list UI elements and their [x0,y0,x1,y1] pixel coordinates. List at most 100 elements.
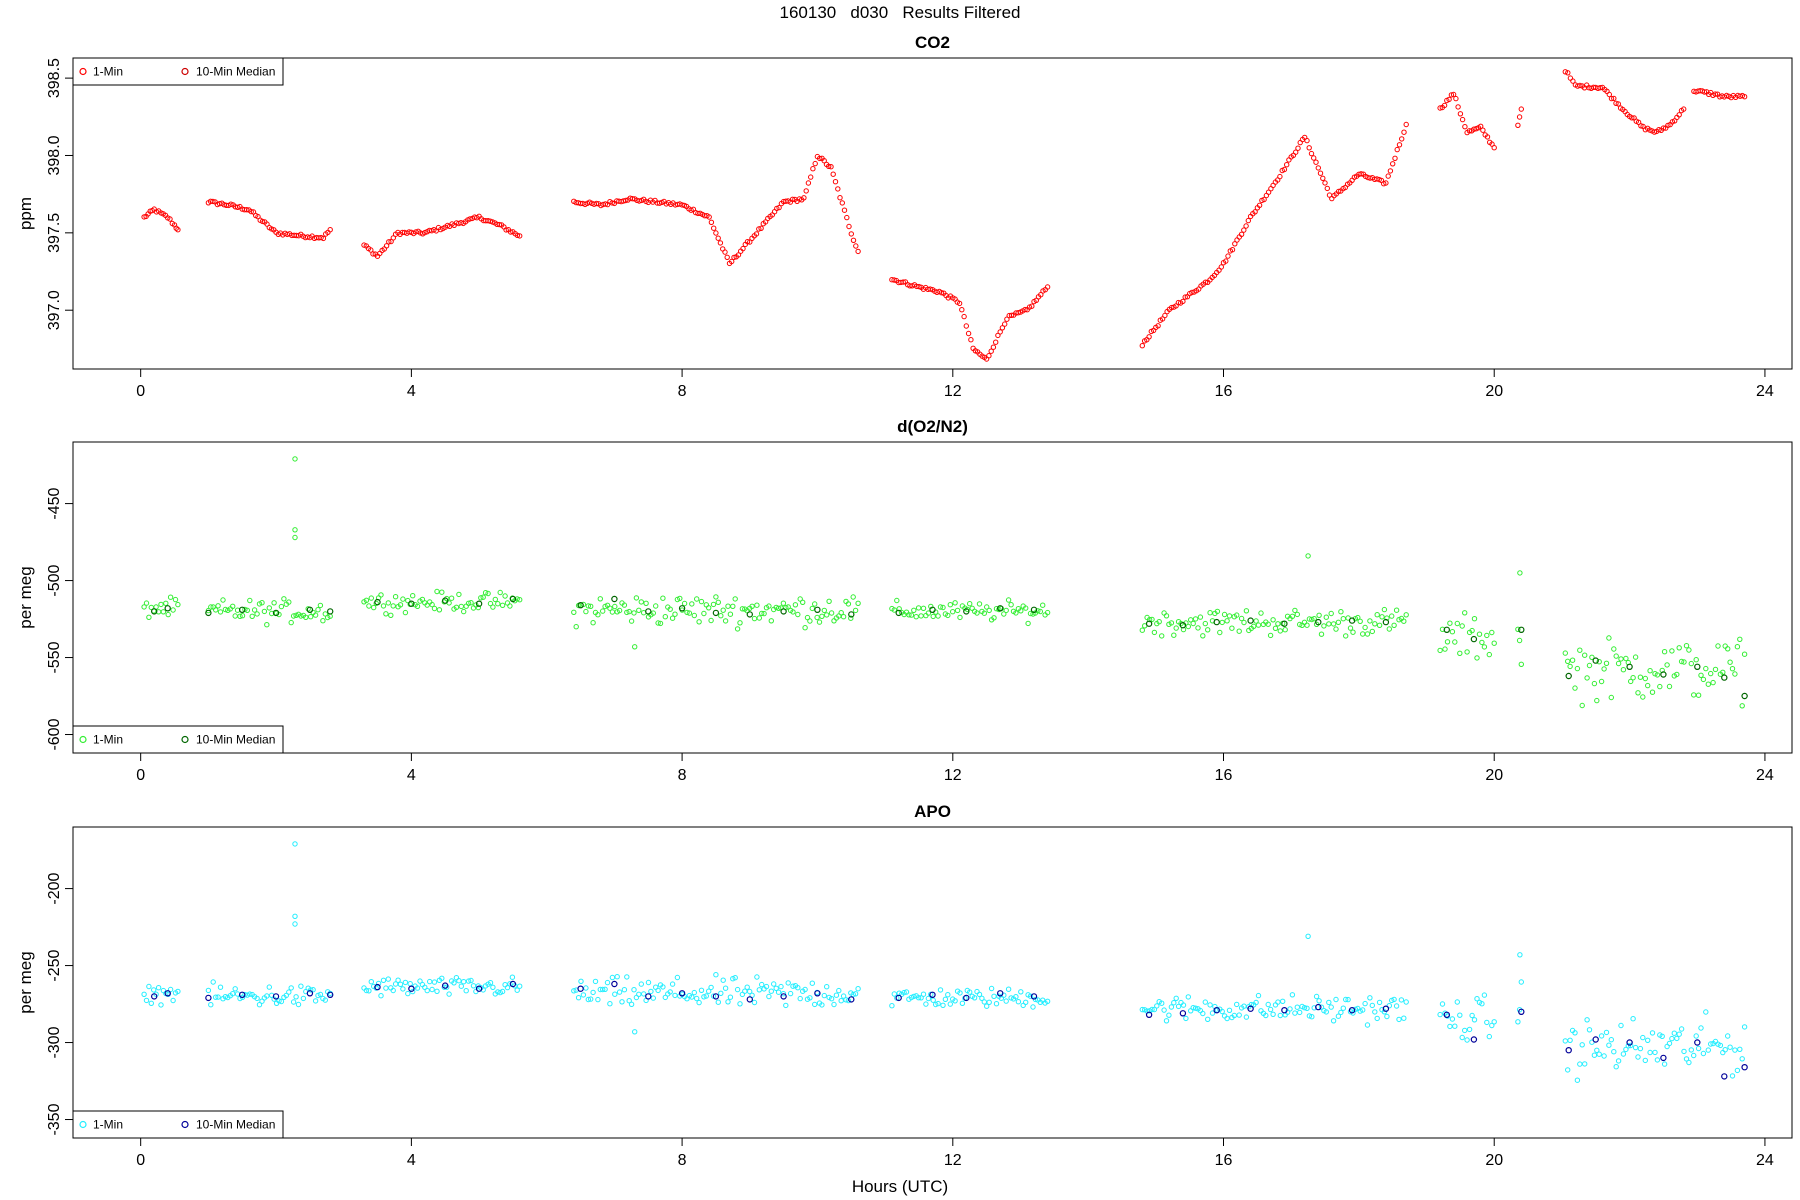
data-point [1018,989,1024,995]
data-point [1309,1014,1315,1020]
data-point [814,614,820,621]
data-point [1161,610,1167,616]
data-point [215,603,221,609]
data-point [442,982,449,989]
data-point [254,995,260,1002]
data-point [308,987,314,993]
data-point [855,248,861,255]
data-point [981,610,987,616]
data-point [1611,1049,1617,1055]
data-point [170,607,176,613]
data-point [1338,1009,1344,1016]
data-point [1304,137,1310,144]
data-point [1725,646,1731,652]
data-point [911,607,917,613]
data-point [1180,1002,1187,1008]
data-point [1226,613,1233,619]
data-point [929,606,936,614]
data-point [1635,1054,1641,1060]
data-point [1720,669,1726,675]
data-point [1447,620,1453,626]
data-point [1484,1019,1490,1026]
data-point [711,225,717,231]
data-point [988,348,994,354]
data-point [1154,1003,1160,1009]
data-point [160,609,167,615]
data-point [1642,675,1649,682]
data-point [292,456,298,462]
data-point [672,611,678,617]
data-point [1403,121,1409,128]
data-point [1486,1033,1493,1040]
data-point [327,608,334,615]
data-point [1151,1006,1158,1013]
data-point [828,996,835,1002]
legend-label: 10-Min Median [196,1118,275,1132]
data-point [456,591,462,598]
data-point [1518,626,1525,634]
data-point [1151,629,1158,636]
data-point [835,186,841,192]
data-point [292,534,298,541]
data-point [1712,91,1719,97]
data-point [1381,606,1388,613]
data-point [785,980,791,986]
x-tick-label: 16 [1215,767,1233,784]
data-point [1618,1022,1624,1029]
data-point [1223,258,1229,264]
legend-label: 1-Min [93,733,123,747]
data-point [986,353,992,359]
data-point [1515,626,1521,632]
data-point [1601,666,1607,672]
data-point [636,991,642,997]
data-point [759,981,765,988]
data-point [1649,689,1656,695]
data-point [997,329,1003,335]
data-point [1002,321,1008,327]
data-point [1324,185,1331,192]
data-point [1384,615,1390,621]
data-point [1562,69,1569,75]
data-point [1741,1063,1748,1071]
data-point [1484,134,1491,140]
data-point [374,983,381,991]
data-point [439,975,445,981]
data-point [1481,644,1488,650]
data-point [1281,1007,1288,1014]
data-point [276,998,282,1004]
x-tick-label: 20 [1485,1152,1503,1169]
data-point [444,984,450,990]
data-point [1586,1027,1593,1033]
data-point [375,980,382,987]
x-tick-label: 0 [136,767,145,784]
data-point [1301,619,1308,625]
data-point [1577,647,1583,653]
data-point [961,313,967,320]
data-point [1243,223,1249,229]
data-point [1462,1027,1468,1034]
y-axis-label: ppm [16,197,35,230]
data-point [611,980,618,988]
data-point [609,200,615,206]
data-point [1596,659,1602,665]
data-point [1620,1051,1627,1057]
data-point [414,985,421,991]
data-point [1661,1061,1668,1067]
legend: 1-Min 10-Min Median [72,725,284,754]
data-point [431,979,438,985]
data-point [305,606,311,612]
data-point [1708,1041,1714,1047]
data-point [439,589,445,595]
data-point [1387,168,1394,174]
data-point [1293,149,1299,155]
data-point [698,598,705,605]
data-point [1516,114,1523,120]
data-point [1737,1046,1743,1053]
data-point [507,229,514,235]
data-point [925,610,932,616]
data-point [737,1001,743,1007]
data-point [1565,1046,1572,1054]
data-point [1277,173,1283,180]
data-point [1466,1026,1473,1033]
data-point [312,612,319,618]
